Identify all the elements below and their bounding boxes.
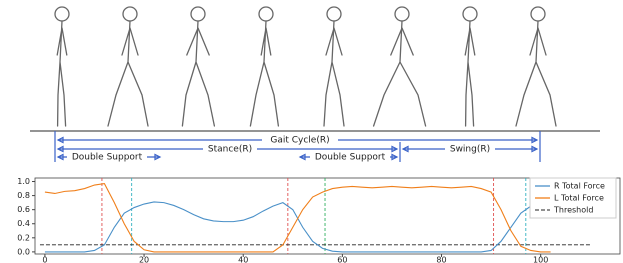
y-tick-label: 0.4 (17, 219, 30, 228)
figure-body (107, 20, 149, 127)
legend-label: R Total Force (554, 182, 605, 191)
figure-body (56, 20, 68, 127)
gait-cycle-label: Gait Cycle(R) (270, 136, 329, 146)
figure-head (258, 6, 274, 22)
figure-head (122, 6, 138, 22)
figure-head (190, 6, 206, 22)
figure-head (462, 6, 478, 22)
swing-label: Swing(R) (450, 145, 490, 155)
figure-body (181, 20, 216, 127)
figure-body (249, 20, 280, 127)
legend-label: Threshold (553, 206, 593, 215)
double-support-label: Double Support (72, 153, 143, 163)
x-tick-label: 60 (337, 256, 347, 263)
x-tick-label: 80 (436, 256, 446, 263)
series-line (44, 200, 551, 253)
x-tick-label: 40 (238, 256, 248, 263)
x-tick-label: 100 (533, 256, 548, 263)
stance-label: Stance(R) (208, 145, 252, 155)
y-tick-label: 0.6 (17, 205, 30, 214)
figure-head (54, 6, 70, 22)
x-tick-label: 20 (139, 256, 149, 263)
x-tick-label: 0 (42, 256, 47, 263)
y-tick-label: 0.0 (17, 247, 30, 256)
figure-head (394, 6, 410, 22)
series-line (44, 183, 551, 253)
legend-label: L Total Force (554, 194, 604, 203)
figure-body (323, 20, 345, 127)
double-support-label: Double Support (315, 153, 386, 163)
gait-annotations: Gait Cycle(R) Stance(R) Swing(R) Double … (54, 131, 541, 163)
y-tick-label: 0.2 (17, 233, 30, 242)
figure-body (515, 20, 557, 127)
force-chart: 0.0 0.2 0.4 0.6 0.8 1.0 0 20 40 60 80 100 R Total Fo… (17, 177, 621, 263)
figure-head (530, 6, 546, 22)
y-tick-label: 0.8 (17, 191, 30, 200)
figure-head (326, 6, 342, 22)
figure-body (464, 20, 476, 127)
walking-figures (54, 6, 557, 127)
plot-frame (34, 177, 621, 255)
y-tick-label: 1.0 (17, 177, 30, 186)
figure-body (372, 20, 427, 127)
